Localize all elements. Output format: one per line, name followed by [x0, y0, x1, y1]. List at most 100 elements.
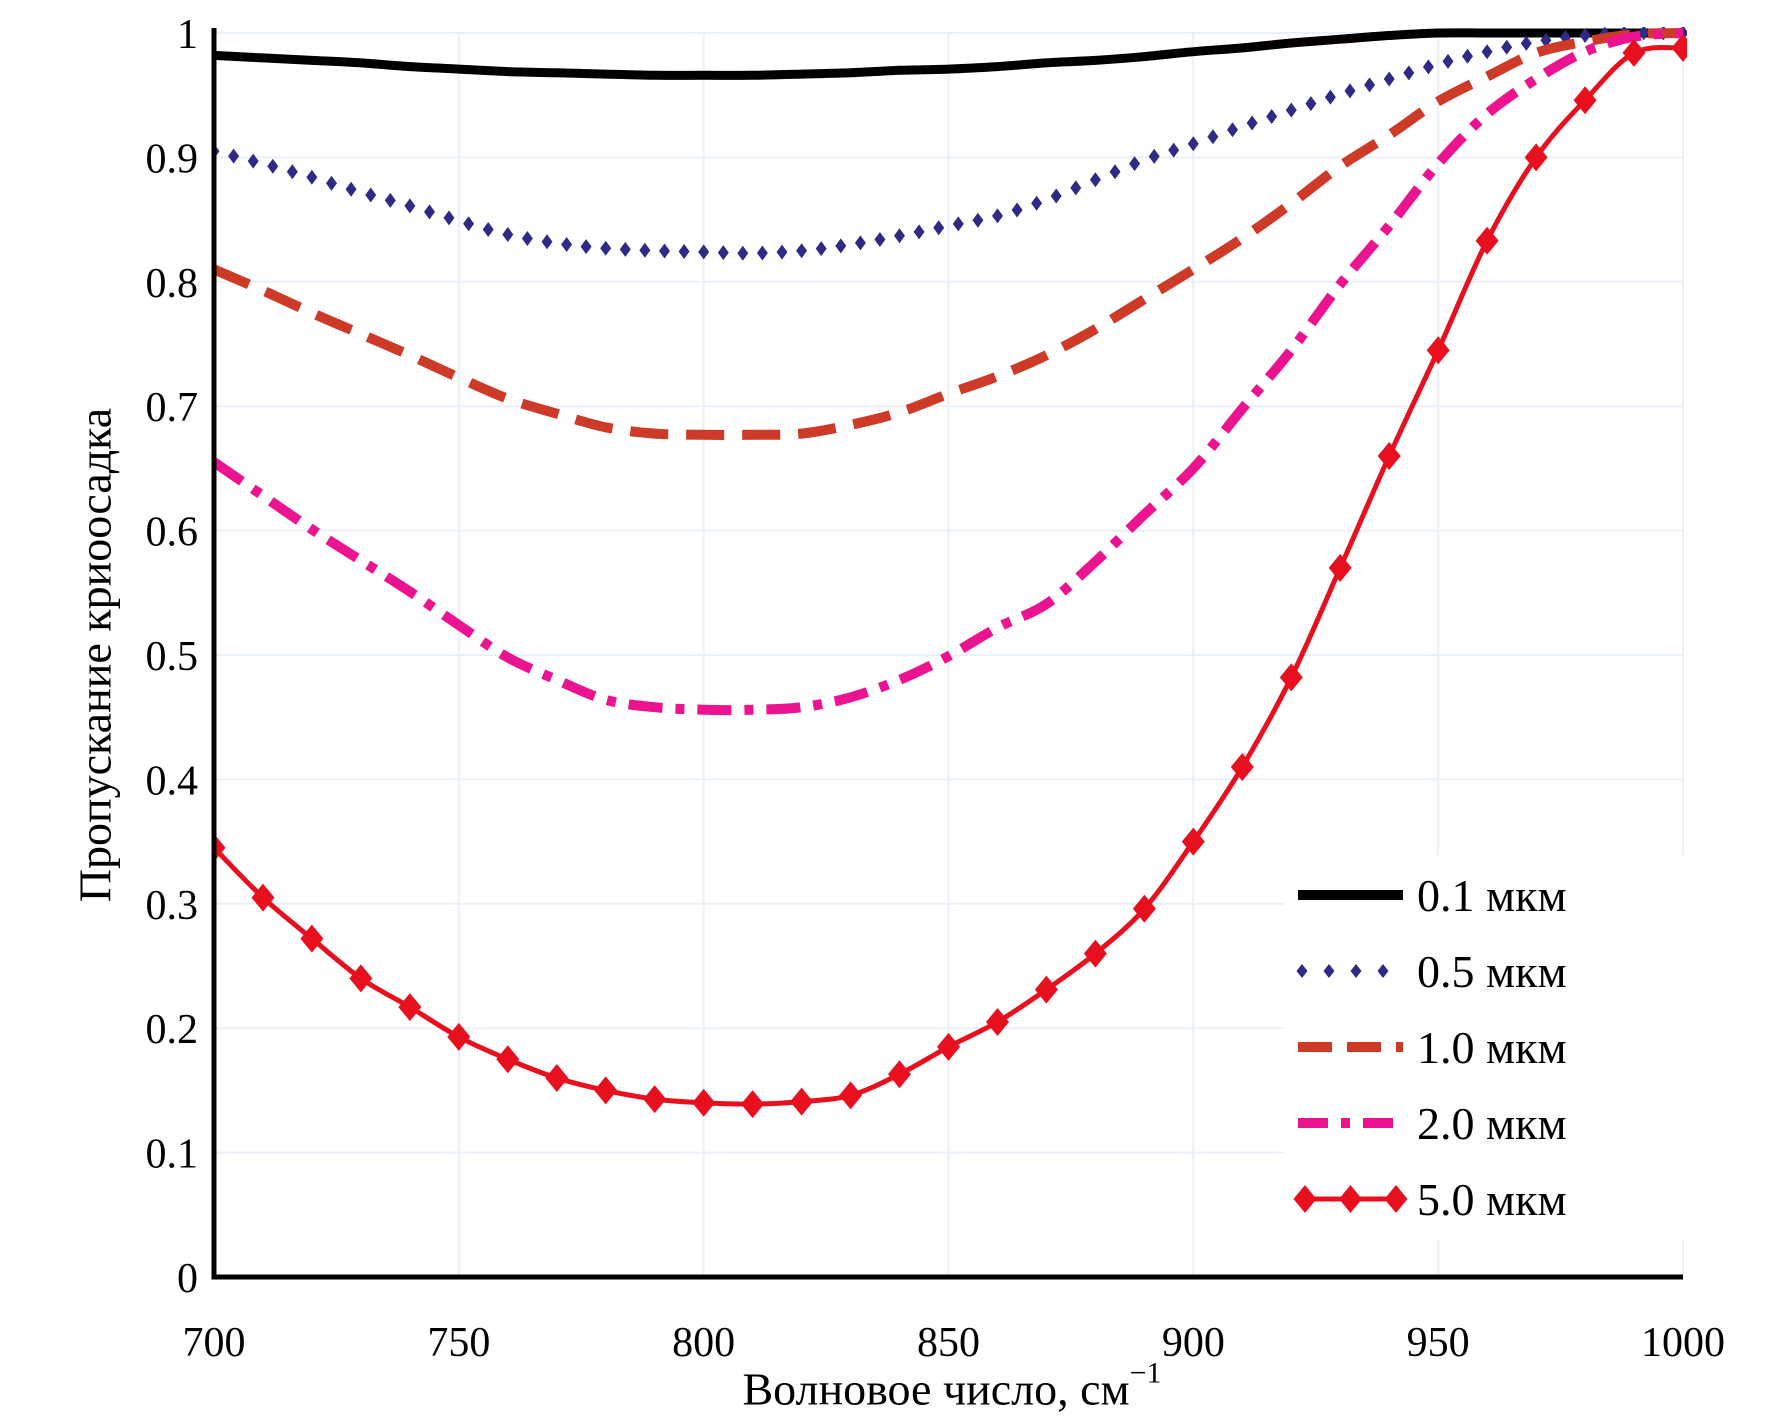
series-1-dot	[561, 237, 573, 252]
series-2-line	[212, 28, 1684, 440]
series-1-dot	[835, 238, 847, 254]
series-4-marker	[1573, 86, 1597, 115]
series-1-dot	[717, 245, 729, 261]
series-4-marker	[888, 1060, 911, 1089]
series-1-dot	[1540, 32, 1552, 48]
x-axis-title-superscript: −1	[1129, 1356, 1162, 1390]
series-1-dot	[756, 245, 768, 261]
series-1-dot	[1579, 28, 1591, 43]
legend-label: 0.1 мкм	[1417, 870, 1567, 921]
series-1-dot	[482, 222, 494, 237]
series-1-dot	[737, 245, 749, 261]
series-1-dot	[443, 210, 455, 226]
series-1-dot	[1462, 48, 1473, 64]
legend-label: 0.5 мкм	[1417, 946, 1567, 997]
series-1-dot	[1246, 115, 1258, 131]
series-4-marker	[839, 1081, 863, 1110]
series-1-dot	[698, 244, 710, 260]
series-4-marker	[1181, 827, 1205, 856]
y-tick-label: 0.6	[146, 510, 199, 556]
series-3-line	[212, 28, 1684, 716]
series-1-dot	[1481, 44, 1493, 60]
legend-label: 2.0 мкм	[1417, 1098, 1567, 1149]
series-4-marker	[1671, 33, 1687, 62]
series-4-marker	[594, 1076, 618, 1105]
series-1-dot	[1050, 188, 1062, 204]
series-1-dot	[894, 228, 905, 244]
y-tick-label: 0.1	[146, 1132, 199, 1178]
series-4-marker	[349, 964, 373, 993]
x-tick-label: 700	[183, 1320, 246, 1366]
series-1-dot	[854, 235, 866, 251]
series-4-marker	[1083, 939, 1107, 968]
series-1-dot	[502, 227, 514, 242]
series-4-marker	[447, 1022, 471, 1051]
series-4-marker	[1426, 336, 1450, 365]
series-1-dot	[286, 164, 298, 180]
series-4-marker	[643, 1085, 667, 1114]
y-tick-label: 0.8	[146, 261, 199, 307]
series-1-dot	[521, 231, 533, 246]
series-4-marker	[790, 1087, 814, 1116]
series-1-dot	[1168, 142, 1180, 158]
series-4-marker	[692, 1088, 716, 1117]
series-1-dot	[1442, 53, 1454, 69]
series-1-dot	[541, 234, 553, 250]
series-4-marker	[1328, 553, 1352, 582]
legend-swatch-dot	[1350, 964, 1362, 978]
legend-swatch-dot	[1323, 964, 1335, 978]
series-0-line	[213, 28, 1683, 80]
series-1-dot	[933, 220, 945, 236]
series-1-dot	[874, 232, 886, 247]
series-1-dot	[639, 242, 651, 258]
series-1-dot	[1148, 148, 1160, 164]
series-1-dot	[1364, 77, 1376, 93]
series-1-dot	[1422, 59, 1434, 75]
series-1-dot	[326, 175, 337, 191]
series-1-dot	[1501, 39, 1513, 55]
series-4-marker	[1475, 226, 1499, 255]
y-tick-label: 0.7	[146, 385, 199, 431]
series-1-dot	[1109, 164, 1121, 180]
legend-swatch-diamond	[1293, 1185, 1317, 1213]
series-1-dot	[815, 241, 827, 257]
series-4-marker	[251, 883, 275, 912]
series-4-marker	[1132, 894, 1156, 923]
series-1-dot	[1129, 156, 1141, 172]
series-1-dot	[463, 216, 475, 232]
series-1-dot	[972, 212, 984, 228]
legend-swatch-dot	[1296, 964, 1308, 978]
x-tick-label: 800	[672, 1320, 735, 1366]
series-4-marker	[1377, 442, 1401, 470]
series-1-dot	[1638, 27, 1650, 41]
series-1-dot	[1187, 136, 1199, 152]
x-tick-label: 850	[917, 1320, 980, 1366]
series-1-dot	[1031, 195, 1043, 211]
series-1-dot	[600, 240, 612, 256]
x-axis-title: Волновое число, см−1	[742, 1357, 1161, 1416]
series-4-marker	[1279, 663, 1303, 692]
series-4-marker	[1524, 143, 1548, 172]
series-1-dot	[247, 153, 259, 169]
series-1-dot	[1344, 83, 1356, 99]
series-1-dot	[1089, 172, 1101, 188]
series-1-dot	[404, 198, 416, 214]
series-1-dot	[424, 204, 435, 220]
y-axis-title-text: Пропускание криоосадка	[69, 407, 121, 903]
series-1-dot	[228, 148, 240, 164]
series-4-marker	[1034, 975, 1058, 1004]
series-1-dot	[1403, 65, 1415, 81]
series-1-dot	[1070, 180, 1082, 196]
series-1-dot	[659, 243, 670, 259]
series-1-dot	[384, 192, 396, 208]
series-1-dot	[267, 158, 279, 174]
x-tick-label: 900	[1162, 1320, 1225, 1366]
y-tick-label: 0.3	[146, 883, 199, 929]
series-1-dot	[619, 241, 631, 257]
series-4-marker	[986, 1008, 1009, 1036]
series-1-dot	[580, 239, 592, 255]
series-1-dot	[1520, 35, 1532, 51]
series-1-dot	[1383, 71, 1395, 87]
series-1-dot	[306, 169, 318, 185]
